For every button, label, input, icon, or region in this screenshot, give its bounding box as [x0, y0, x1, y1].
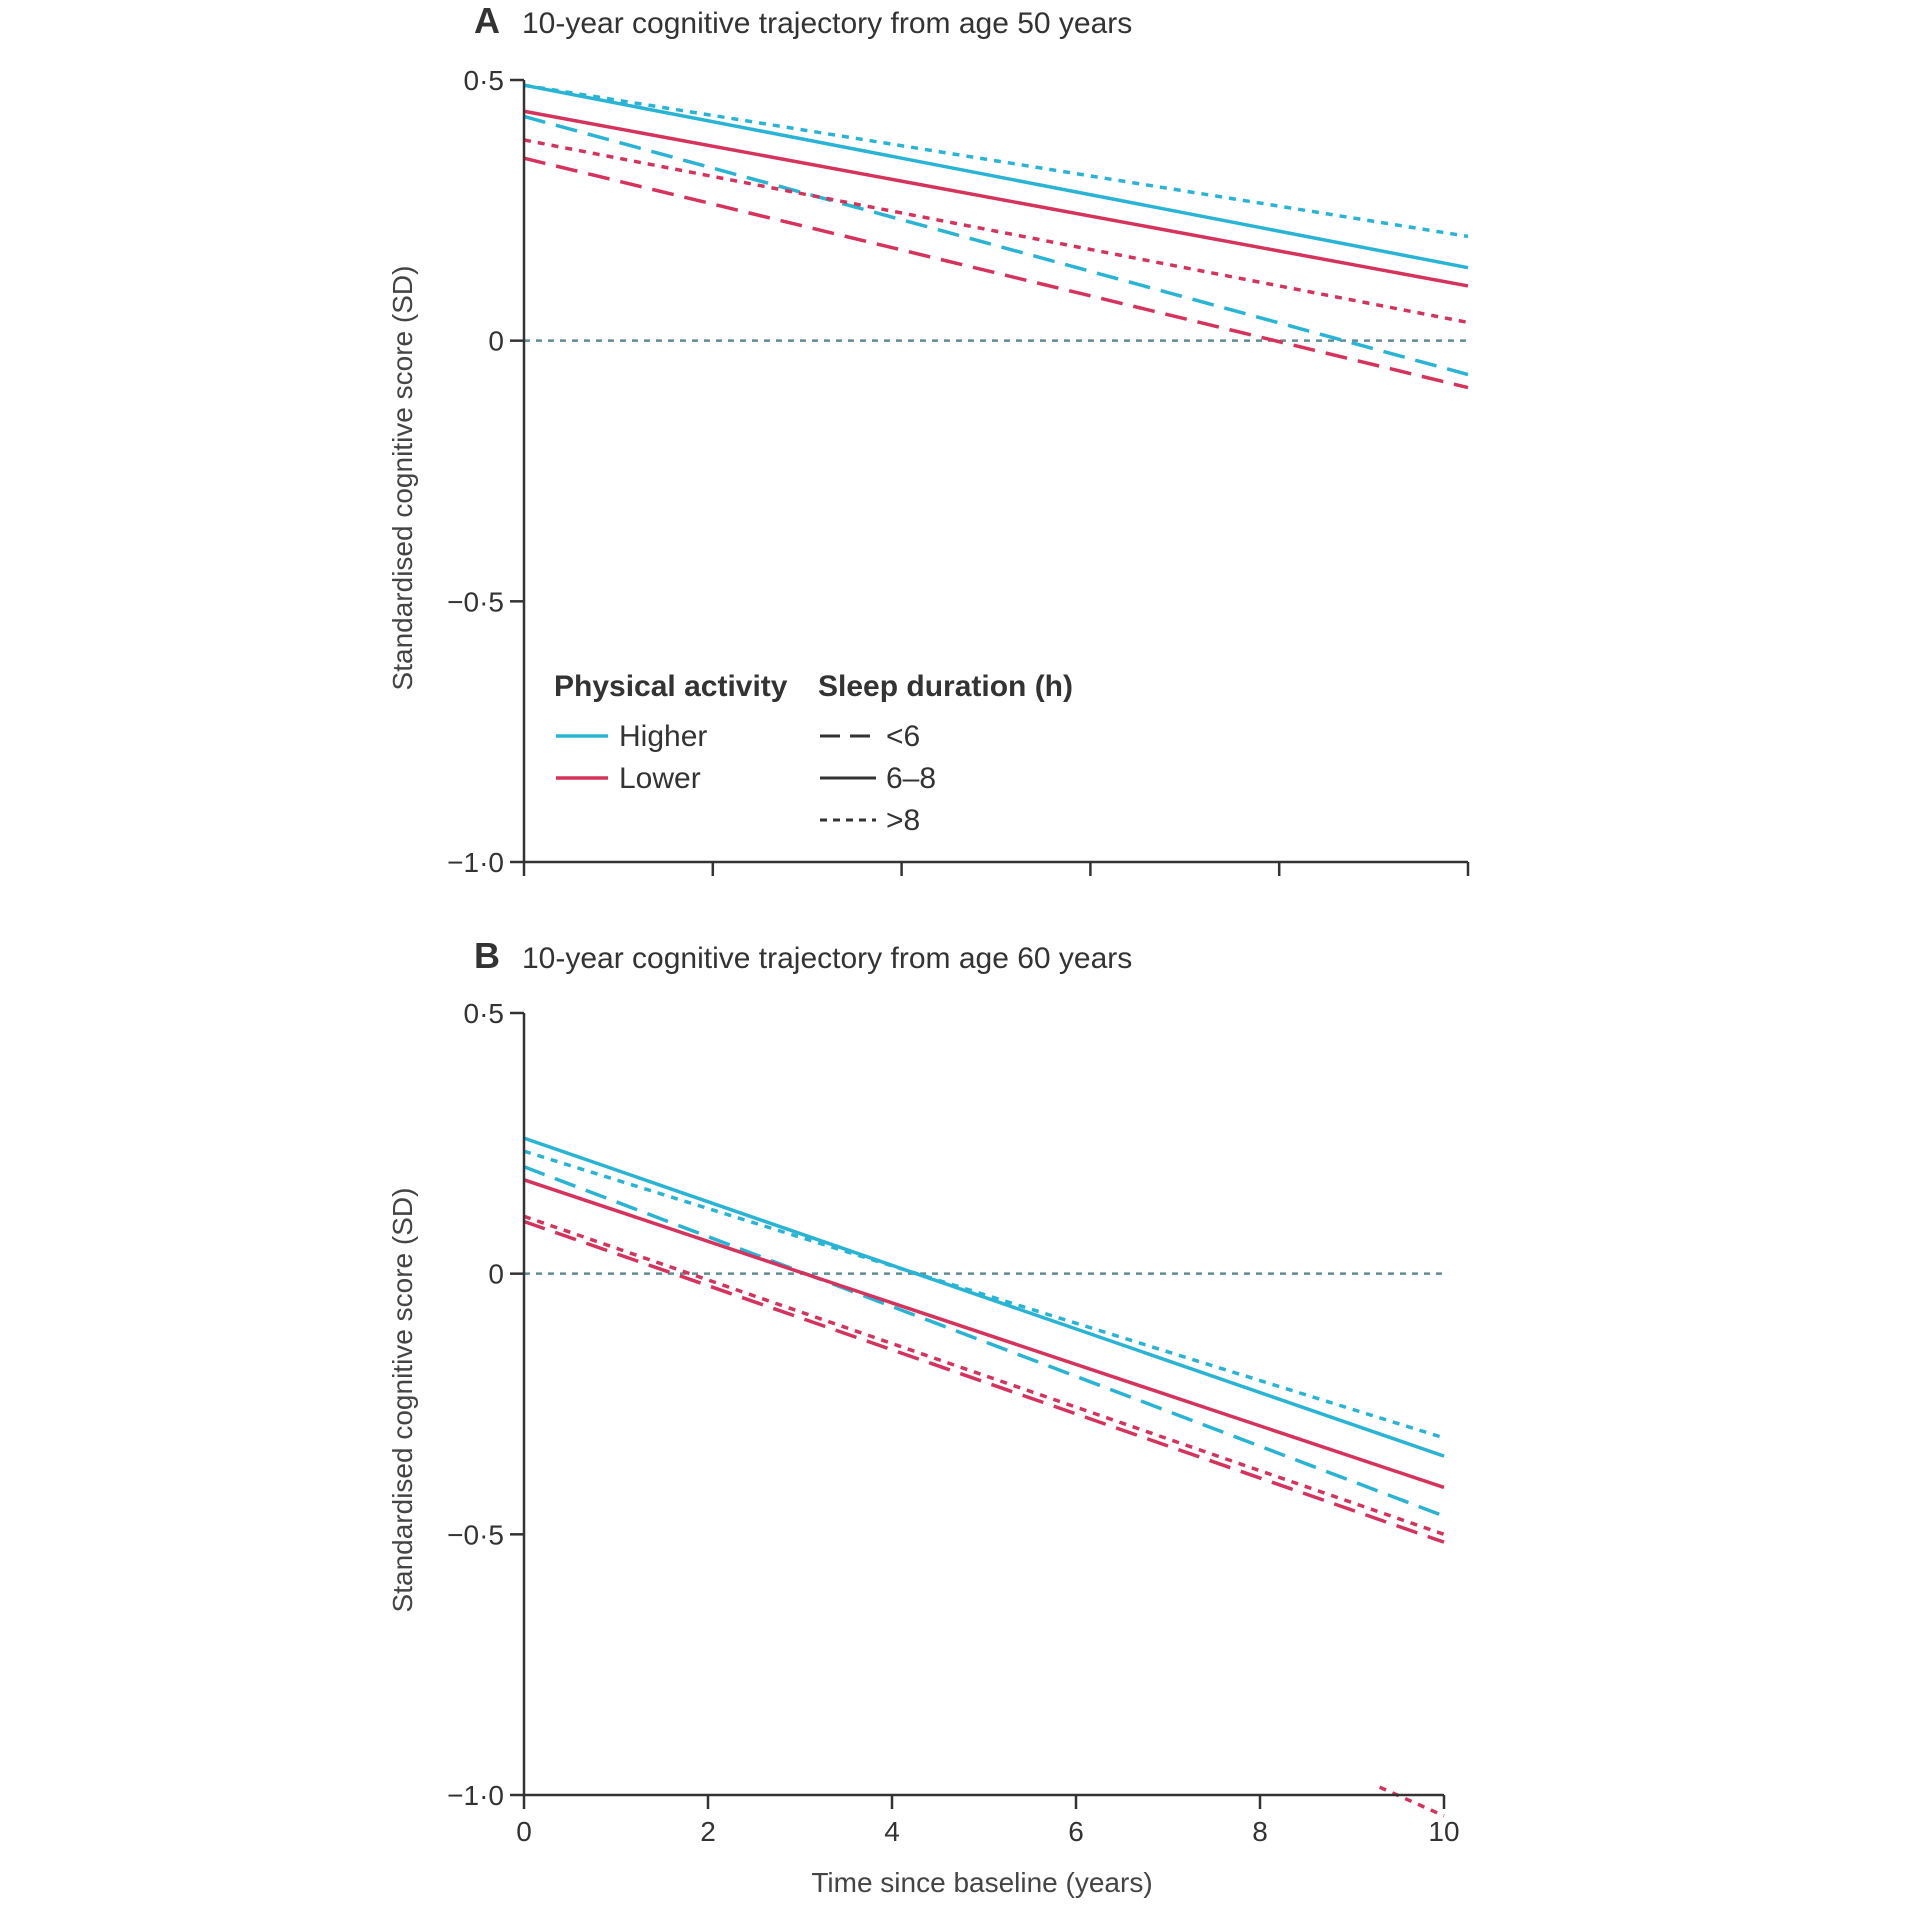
legend-sleep-gt8-label: >8: [886, 804, 920, 837]
panel-b-x-tick-label: 0: [516, 1816, 532, 1847]
panel-b-y-tick-label: −0·5: [447, 1519, 504, 1550]
panel-a-series-lower-5: [523, 138, 1469, 325]
panel-b-x-tick-label: 4: [884, 1816, 900, 1847]
panel-a-series-higher-2: [523, 83, 1469, 239]
panel-b-series-lower-4: [523, 1178, 1445, 1490]
panel-a-y-tick-label: 0: [488, 326, 504, 357]
panel-b-series-lower-6: [1378, 1785, 1445, 1818]
legend-sleep-title: Sleep duration (h): [818, 670, 1073, 703]
panel-a-y-tick-label: 0·5: [464, 65, 504, 96]
panel-b-x-tick-label: 6: [1068, 1816, 1084, 1847]
panel-b: B 10-year cognitive trajectory from age …: [387, 935, 1460, 1898]
panel-b-y-tick-label: 0: [488, 1259, 504, 1290]
panel-b-x-tick-label: 2: [700, 1816, 716, 1847]
panel-b-y-axis-label: Standardised cognitive score (SD): [387, 1188, 418, 1613]
legend-sleep-6to8-label: 6–8: [886, 762, 936, 795]
panel-b-x-tick-label: 10: [1428, 1816, 1459, 1847]
panel-b-series-higher-2: [523, 1149, 1445, 1440]
panel-b-x-axis-label: Time since baseline (years): [811, 1867, 1152, 1898]
panel-b-title: 10-year cognitive trajectory from age 60…: [522, 942, 1132, 975]
legend: Physical activity Sleep duration (h) Hig…: [554, 670, 1073, 837]
panel-b-series-lower-5: [523, 1214, 1445, 1536]
panel-b-y-tick-label: −1·0: [447, 1780, 504, 1811]
panel-b-series-lower-3: [523, 1219, 1445, 1544]
legend-sleep-lt6-label: <6: [886, 720, 920, 753]
panel-b-y-tick-label: 0·5: [464, 998, 504, 1029]
legend-activity-title: Physical activity: [554, 670, 788, 703]
panel-a-y-tick-label: −0·5: [447, 586, 504, 617]
panel-b-series-higher-1: [523, 1136, 1445, 1458]
panel-a-letter: A: [474, 0, 500, 41]
panel-a-series-higher-1: [523, 83, 1469, 270]
panel-b-x-tick-label: 8: [1252, 1816, 1268, 1847]
panel-b-letter: B: [474, 935, 500, 976]
panel-a-series-lower-3: [523, 156, 1469, 390]
legend-lower-label: Lower: [619, 762, 701, 795]
panel-a-series-lower-4: [523, 109, 1469, 288]
panel-a-series-higher-0: [523, 114, 1469, 377]
panel-a-plot-area: 0·5 0 −0·5 −1·0: [447, 65, 1470, 878]
panel-a: A 10-year cognitive trajectory from age …: [387, 0, 1470, 878]
panel-a-title: 10-year cognitive trajectory from age 50…: [522, 7, 1132, 40]
panel-a-y-axis-label: Standardised cognitive score (SD): [387, 266, 418, 691]
legend-higher-label: Higher: [619, 720, 707, 753]
panel-b-series-higher-0: [523, 1165, 1445, 1518]
panel-b-plot-area: 0·5 0 −0·5 −1·0 0 2 4 6 8 10: [447, 998, 1459, 1847]
panel-a-y-tick-label: −1·0: [447, 847, 504, 878]
